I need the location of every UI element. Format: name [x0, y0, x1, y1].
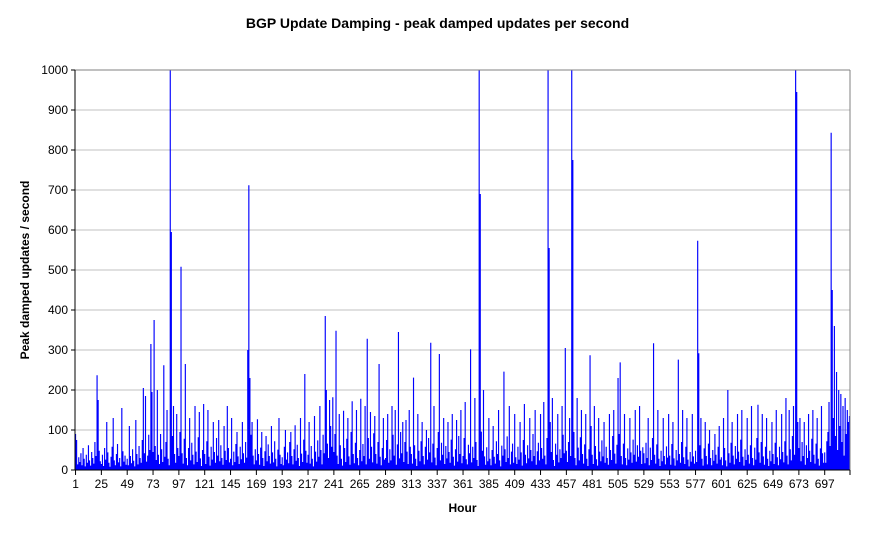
x-tick-label: 673	[788, 477, 809, 491]
x-tick-label: 457	[556, 477, 577, 491]
y-tick-label: 100	[47, 423, 68, 437]
x-tick-label: 505	[608, 477, 629, 491]
x-tick-label: 97	[172, 477, 186, 491]
x-tick-label: 121	[194, 477, 215, 491]
x-tick-label: 697	[814, 477, 835, 491]
y-tick-label: 500	[47, 263, 68, 277]
x-tick-label: 73	[146, 477, 160, 491]
x-tick-label: 481	[582, 477, 603, 491]
x-tick-label: 409	[504, 477, 525, 491]
x-tick-label: 361	[453, 477, 474, 491]
x-tick-label: 217	[298, 477, 319, 491]
x-tick-label: 241	[323, 477, 344, 491]
chart-title: BGP Update Damping - peak damped updates…	[245, 15, 630, 31]
y-tick-label: 200	[47, 383, 68, 397]
y-tick-label: 700	[47, 183, 68, 197]
x-tick-label: 433	[530, 477, 551, 491]
tick-marks	[71, 69, 851, 475]
x-tick-label: 649	[763, 477, 784, 491]
x-tick-label: 337	[427, 477, 448, 491]
x-tick-label: 625	[737, 477, 758, 491]
x-tick-label: 577	[685, 477, 706, 491]
data-series	[74, 70, 851, 470]
y-tick-label: 1000	[41, 63, 68, 77]
x-tick-label: 313	[401, 477, 422, 491]
gridlines	[75, 109, 850, 431]
x-tick-label: 1	[72, 477, 79, 491]
x-tick-label: 289	[375, 477, 396, 491]
x-tick-label: 265	[349, 477, 370, 491]
plot-frame	[75, 69, 851, 470]
y-tick-label: 900	[47, 103, 68, 117]
x-tick-label: 193	[272, 477, 293, 491]
x-tick-label: 169	[246, 477, 267, 491]
x-tick-label: 553	[659, 477, 680, 491]
x-axis-title: Hour	[448, 501, 477, 515]
y-tick-label: 400	[47, 303, 68, 317]
y-tick-label: 800	[47, 143, 68, 157]
y-tick-label: 300	[47, 343, 68, 357]
x-tick-label: 145	[220, 477, 241, 491]
x-tick-label: 601	[711, 477, 732, 491]
x-tick-label: 529	[633, 477, 654, 491]
y-tick-label: 600	[47, 223, 68, 237]
x-tick-label: 25	[94, 477, 109, 491]
y-tick-label: 0	[61, 463, 68, 477]
x-tick-label: 49	[120, 477, 134, 491]
x-tick-label: 385	[478, 477, 499, 491]
